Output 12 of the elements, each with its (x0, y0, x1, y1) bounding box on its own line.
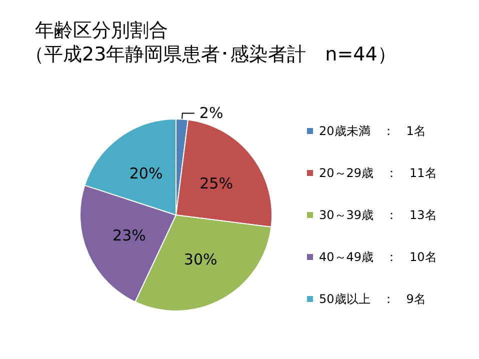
legend-label: 20歳未満 ： 1名 (319, 124, 426, 138)
data-label: 25% (200, 174, 233, 193)
legend-label: 30～39歳 ： 13名 (319, 208, 437, 222)
data-label: 20% (129, 164, 163, 183)
data-label: 23% (112, 226, 146, 244)
legend-label: 50歳以上 ： 9名 (319, 292, 426, 306)
chart-title: 年齢区分別割合 (35, 20, 168, 42)
legend-label: 40～49歳 ： 10名 (319, 250, 437, 264)
chart-subtitle: （平成23年静岡県患者･感染者計 n=44） (25, 44, 396, 66)
data-label: 30% (184, 250, 218, 269)
data-label: 2% (199, 104, 224, 122)
legend-label: 20～29歳 ： 11名 (319, 166, 437, 180)
